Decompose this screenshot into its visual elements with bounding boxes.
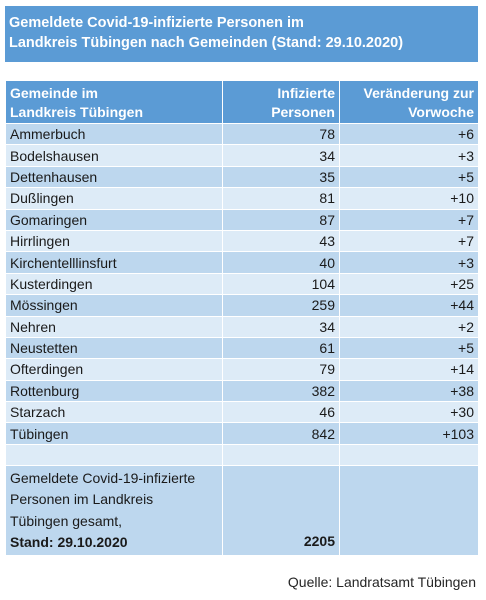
table-row: Kirchentelllinsfurt 40 +3 — [5, 251, 479, 274]
cell-veraenderung: +103 — [339, 422, 479, 445]
total-row: Gemeldete Covid-19-infizierte Personen i… — [5, 464, 479, 556]
total-stand: Stand: 29.10.2020 — [10, 534, 128, 551]
cell-infizierte: 61 — [222, 336, 340, 360]
cell-veraenderung: +25 — [339, 272, 479, 296]
table-title: Gemeldete Covid-19-infizierte Personen i… — [5, 6, 478, 62]
cell-veraenderung: +10 — [339, 187, 479, 210]
total-label-line-3: Tübingen gesamt, — [10, 512, 123, 529]
cell-infizierte: 40 — [222, 251, 340, 274]
total-label-line-1: Gemeldete Covid-19-infizierte — [10, 469, 196, 486]
table-row: Rottenburg 382 +38 — [5, 379, 479, 403]
cell-gemeinde: Tübingen — [5, 422, 223, 445]
cell-infizierte: 43 — [222, 229, 340, 253]
cell-gemeinde: Starzach — [5, 401, 223, 424]
cell-infizierte: 34 — [222, 315, 340, 338]
table-row: Ofterdingen 79 +14 — [5, 358, 479, 381]
cell-infizierte: 259 — [222, 294, 340, 317]
table-row: Nehren 34 +2 — [5, 315, 479, 338]
cell-gemeinde: Neustetten — [5, 336, 223, 360]
cell-infizierte: 46 — [222, 401, 340, 424]
header-infizierte: Infizierte Personen — [222, 80, 340, 124]
header-veraenderung: Veränderung zur Vorwoche — [339, 80, 479, 124]
cell-infizierte: 79 — [222, 358, 340, 381]
cell-gemeinde: Ammerbuch — [5, 122, 223, 146]
cell-veraenderung: +44 — [339, 294, 479, 317]
cell-veraenderung: +5 — [339, 336, 479, 360]
cell-infizierte: 78 — [222, 122, 340, 146]
total-sum: 2205 — [222, 464, 340, 556]
total-empty-cell — [339, 464, 479, 556]
cell-gemeinde: Kirchentelllinsfurt — [5, 251, 223, 274]
cell-veraenderung: +5 — [339, 165, 479, 189]
cell-veraenderung: +6 — [339, 122, 479, 146]
total-label: Gemeldete Covid-19-infizierte Personen i… — [5, 464, 223, 556]
cell-gemeinde: Bodelshausen — [5, 144, 223, 167]
cell-gemeinde: Rottenburg — [5, 379, 223, 403]
cell-infizierte: 104 — [222, 272, 340, 296]
cell-gemeinde: Kusterdingen — [5, 272, 223, 296]
header-gemeinde: Gemeinde im Landkreis Tübingen — [5, 80, 223, 124]
table-row: Bodelshausen 34 +3 — [5, 144, 479, 167]
table-row: Mössingen 259 +44 — [5, 294, 479, 317]
title-line-2: Landkreis Tübingen nach Gemeinden (Stand… — [9, 35, 404, 51]
table-row: Starzach 46 +30 — [5, 401, 479, 424]
cell-gemeinde: Hirrlingen — [5, 229, 223, 253]
cell-infizierte: 87 — [222, 208, 340, 231]
cell-veraenderung: +7 — [339, 229, 479, 253]
cell-veraenderung: +30 — [339, 401, 479, 424]
table-row: Hirrlingen 43 +7 — [5, 229, 479, 253]
title-line-1: Gemeldete Covid-19-infizierte Personen i… — [9, 15, 304, 31]
cell-infizierte: 81 — [222, 187, 340, 210]
spacer-row — [5, 443, 479, 466]
table-row: Dettenhausen 35 +5 — [5, 165, 479, 189]
table-row: Kusterdingen 104 +25 — [5, 272, 479, 296]
covid-table: Gemeinde im Landkreis Tübingen Infiziert… — [5, 80, 479, 556]
cell-veraenderung: +7 — [339, 208, 479, 231]
cell-veraenderung: +38 — [339, 379, 479, 403]
cell-veraenderung: +3 — [339, 251, 479, 274]
table-row: Dußlingen 81 +10 — [5, 187, 479, 210]
table-header-row: Gemeinde im Landkreis Tübingen Infiziert… — [5, 80, 479, 124]
cell-veraenderung: +14 — [339, 358, 479, 381]
cell-gemeinde: Dußlingen — [5, 187, 223, 210]
cell-gemeinde: Mössingen — [5, 294, 223, 317]
cell-infizierte: 842 — [222, 422, 340, 445]
cell-infizierte: 34 — [222, 144, 340, 167]
table-row: Tübingen 842 +103 — [5, 422, 479, 445]
cell-gemeinde: Gomaringen — [5, 208, 223, 231]
source-note: Quelle: Landratsamt Tübingen — [287, 574, 476, 590]
cell-veraenderung: +2 — [339, 315, 479, 338]
cell-gemeinde: Dettenhausen — [5, 165, 223, 189]
cell-gemeinde: Nehren — [5, 315, 223, 338]
cell-gemeinde: Ofterdingen — [5, 358, 223, 381]
cell-infizierte: 382 — [222, 379, 340, 403]
cell-veraenderung: +3 — [339, 144, 479, 167]
table-row: Gomaringen 87 +7 — [5, 208, 479, 231]
table-row: Neustetten 61 +5 — [5, 336, 479, 360]
table-row: Ammerbuch 78 +6 — [5, 122, 479, 146]
cell-infizierte: 35 — [222, 165, 340, 189]
total-label-line-2: Personen im Landkreis — [10, 491, 154, 508]
